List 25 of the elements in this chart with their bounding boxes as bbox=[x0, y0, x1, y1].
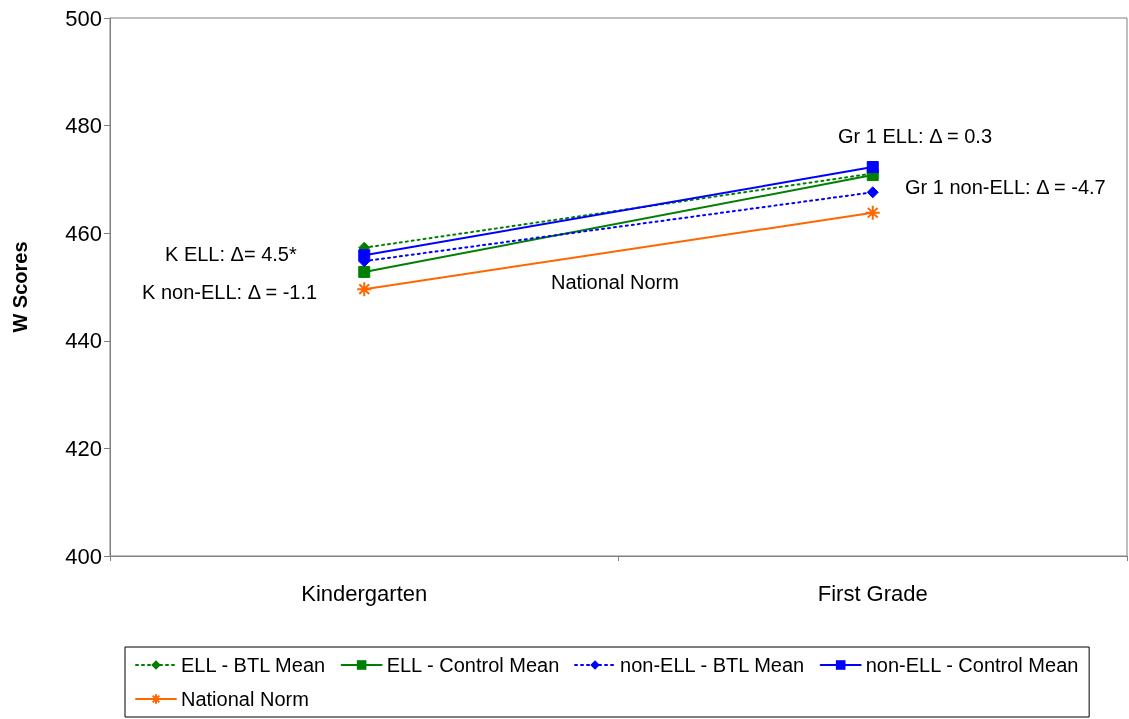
legend-label: non-ELL - Control Mean bbox=[865, 654, 1079, 676]
point bbox=[356, 281, 373, 298]
point bbox=[358, 249, 371, 262]
point bbox=[358, 265, 371, 278]
point bbox=[866, 186, 879, 199]
y-tick-label: 480 bbox=[65, 113, 102, 139]
point bbox=[866, 161, 879, 174]
annotation: Gr 1 ELL: Δ = 0.3 bbox=[838, 125, 993, 147]
point bbox=[864, 204, 881, 221]
legend-label: ELL - Control Mean bbox=[386, 654, 560, 676]
y-tick-label: 420 bbox=[65, 435, 102, 461]
y-tick-label: 500 bbox=[65, 5, 102, 31]
annotation: National Norm bbox=[551, 271, 679, 293]
y-axis-title: W Scores bbox=[9, 241, 31, 333]
y-tick-label: 440 bbox=[65, 328, 102, 354]
annotation: Gr 1 non-ELL: Δ = -4.7 bbox=[905, 176, 1106, 198]
x-tick-label: Kindergarten bbox=[301, 580, 428, 606]
legend-label: non-ELL - BTL Mean bbox=[620, 654, 805, 676]
x-tick-label: First Grade bbox=[817, 580, 928, 606]
annotation: K non-ELL: Δ = -1.1 bbox=[142, 281, 318, 303]
y-tick-label: 400 bbox=[65, 543, 102, 569]
legend-label: National Norm bbox=[181, 688, 309, 710]
y-tick-label: 460 bbox=[65, 220, 102, 246]
annotation: K ELL: Δ= 4.5* bbox=[165, 243, 297, 265]
legend-label: ELL - BTL Mean bbox=[181, 654, 326, 676]
